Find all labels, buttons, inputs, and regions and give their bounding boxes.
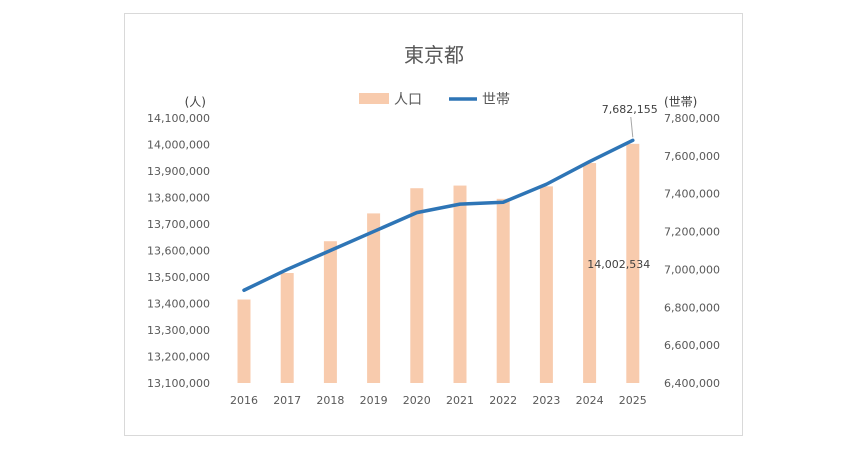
population-bar <box>539 186 553 383</box>
right-axis-tick-label: 7,200,000 <box>664 226 720 239</box>
households-data-label: 7,682,155 <box>602 103 658 116</box>
x-axis-tick-label: 2016 <box>230 394 258 407</box>
legend-swatch-population <box>359 93 389 104</box>
left-axis-tick-label: 13,600,000 <box>147 245 210 258</box>
right-axis-tick-label: 7,600,000 <box>664 150 720 163</box>
right-axis-tick-label: 7,000,000 <box>664 263 720 276</box>
population-bar <box>367 213 381 383</box>
chart-title: 東京都 <box>404 43 464 67</box>
right-axis-tick-label: 7,400,000 <box>664 188 720 201</box>
population-data-label: 14,002,534 <box>587 258 650 271</box>
population-bar <box>626 143 640 383</box>
x-axis-tick-label: 2017 <box>273 394 301 407</box>
right-axis-tick-label: 6,600,000 <box>664 339 720 352</box>
households-label-leader <box>630 116 634 138</box>
left-axis-tick-label: 13,500,000 <box>147 271 210 284</box>
population-bar <box>280 273 294 383</box>
left-axis-tick-label: 14,100,000 <box>147 112 210 125</box>
left-axis-unit: (人) <box>185 95 206 109</box>
x-axis-tick-label: 2022 <box>489 394 517 407</box>
households-line-layer <box>242 138 635 292</box>
legend-label-households: 世帯 <box>482 92 510 108</box>
x-axis-ticks: 2016 2017 2018 2019 2020 2021 2022 2023 2024 2025 <box>230 394 647 407</box>
right-axis-unit: (世帯) <box>664 95 697 109</box>
population-bar <box>237 299 251 383</box>
chart-frame <box>124 13 743 436</box>
right-axis-ticks: 6,400,000 6,600,000 6,800,000 7,000,000 7,20… <box>664 112 720 390</box>
households-line <box>242 138 635 292</box>
left-axis-tick-label: 13,300,000 <box>147 324 210 337</box>
legend-label-population: 人口 <box>394 92 422 108</box>
x-axis-tick-label: 2021 <box>446 394 474 407</box>
legend: 人口 世帯 <box>359 92 510 108</box>
left-axis-tick-label: 13,100,000 <box>147 377 210 390</box>
x-axis-tick-label: 2025 <box>619 394 647 407</box>
left-axis-tick-label: 13,200,000 <box>147 351 210 364</box>
x-axis-tick-label: 2020 <box>403 394 431 407</box>
population-bar <box>323 241 337 383</box>
population-bar <box>453 185 467 383</box>
population-bar <box>583 163 597 383</box>
x-axis-tick-label: 2024 <box>576 394 604 407</box>
population-bar <box>496 198 510 383</box>
left-axis-tick-label: 13,700,000 <box>147 218 210 231</box>
x-axis-tick-label: 2018 <box>316 394 344 407</box>
population-bar <box>410 188 424 383</box>
left-axis-ticks: 13,100,000 13,200,000 13,300,000 13,400,000… <box>147 112 210 390</box>
x-axis-tick-label: 2019 <box>360 394 388 407</box>
right-axis-tick-label: 6,400,000 <box>664 377 720 390</box>
left-axis-tick-label: 14,000,000 <box>147 139 210 152</box>
right-axis-tick-label: 7,800,000 <box>664 112 720 125</box>
left-axis-tick-label: 13,800,000 <box>147 192 210 205</box>
left-axis-tick-label: 13,900,000 <box>147 165 210 178</box>
right-axis-tick-label: 6,800,000 <box>664 301 720 314</box>
left-axis-tick-label: 13,400,000 <box>147 298 210 311</box>
population-bars <box>237 143 640 383</box>
x-axis-tick-label: 2023 <box>532 394 560 407</box>
